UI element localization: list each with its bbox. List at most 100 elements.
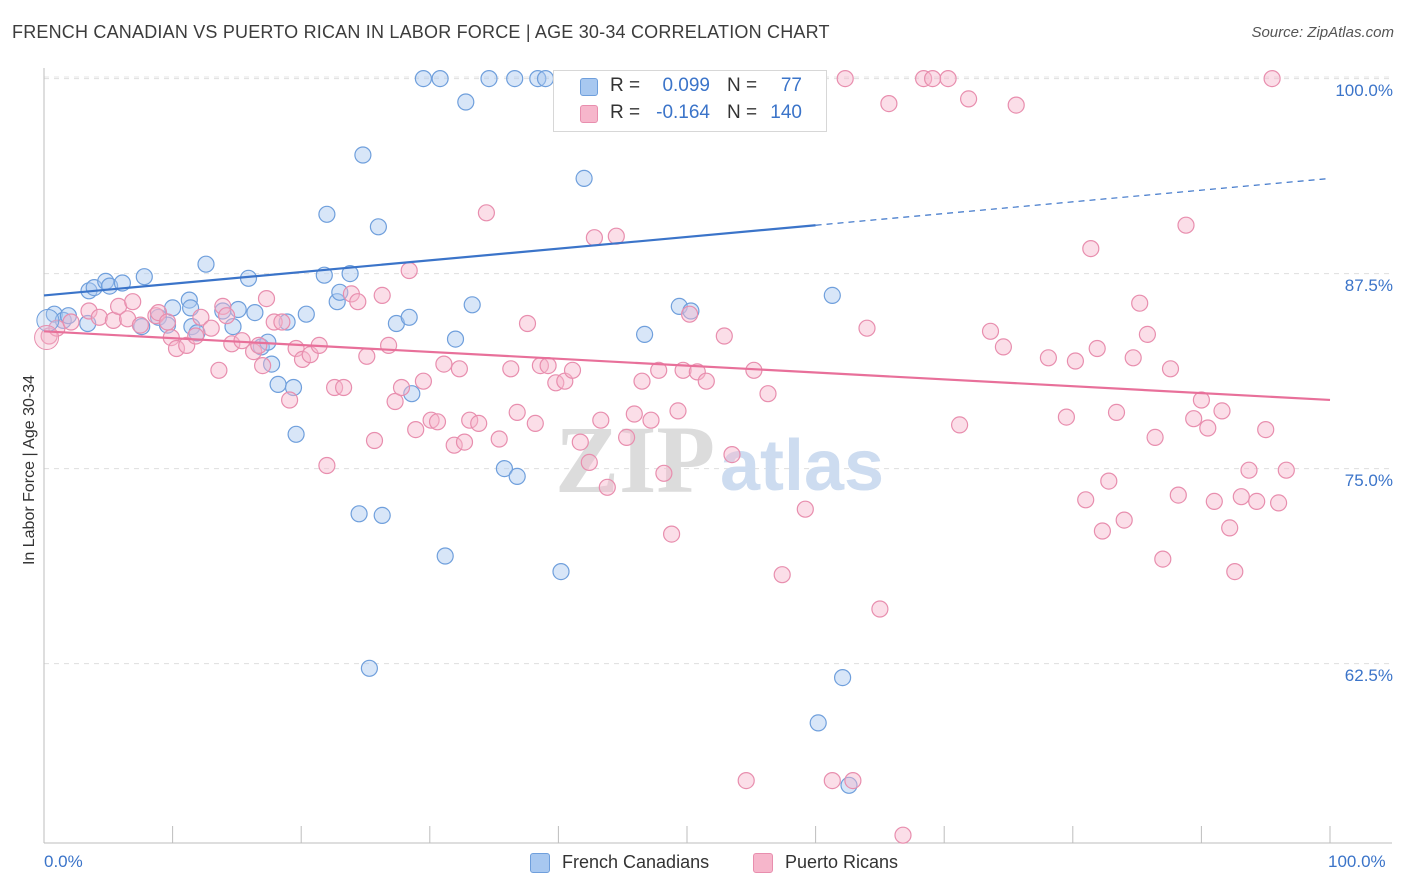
data-point xyxy=(400,308,418,326)
data-point xyxy=(715,327,733,345)
watermark-atlas: atlas xyxy=(720,426,884,506)
data-point xyxy=(1115,511,1133,529)
data-point xyxy=(335,378,353,397)
data-point xyxy=(914,69,933,88)
legend-item-french-canadians: French Canadians xyxy=(530,851,730,877)
data-points xyxy=(34,69,1295,844)
data-point xyxy=(1066,352,1085,370)
legend-label: French Canadians xyxy=(562,852,710,872)
data-point xyxy=(939,69,957,88)
data-point xyxy=(428,413,447,431)
data-point xyxy=(246,304,264,322)
data-point xyxy=(392,378,411,397)
y-tick-label: 62.5% xyxy=(1344,665,1393,685)
legend-swatch-puerto-ricans xyxy=(753,853,773,873)
data-point xyxy=(518,314,537,333)
data-point xyxy=(1185,410,1203,428)
data-point xyxy=(508,403,526,421)
data-point xyxy=(254,357,272,375)
data-point xyxy=(1232,488,1250,506)
data-point xyxy=(506,69,524,88)
watermark: ZIP atlas xyxy=(555,406,884,513)
data-point xyxy=(318,205,336,223)
data-point xyxy=(360,659,378,677)
data-point xyxy=(158,313,177,331)
data-point xyxy=(218,307,236,325)
data-point xyxy=(354,146,372,164)
stats-n-label: N = xyxy=(727,102,758,123)
data-point xyxy=(894,826,912,844)
data-point xyxy=(269,375,287,393)
data-point xyxy=(1177,216,1195,234)
data-point xyxy=(192,308,210,326)
data-point xyxy=(446,330,465,348)
data-point xyxy=(950,416,969,434)
data-point xyxy=(959,90,978,108)
data-point xyxy=(1107,403,1126,421)
data-point xyxy=(358,347,376,365)
data-point xyxy=(461,411,479,429)
data-point xyxy=(369,218,387,236)
data-point xyxy=(833,668,852,687)
legend-item-puerto-ricans: Puerto Ricans xyxy=(753,851,933,877)
data-point xyxy=(400,261,418,280)
data-point xyxy=(571,433,589,451)
data-point xyxy=(1124,349,1142,367)
stats-swatch-puerto-ricans xyxy=(580,105,598,123)
data-point xyxy=(563,361,582,379)
data-point xyxy=(662,525,681,543)
data-point xyxy=(858,319,876,337)
data-point xyxy=(463,296,481,314)
data-point xyxy=(326,378,344,397)
data-point xyxy=(1226,562,1244,581)
stats-n-value: 140 xyxy=(770,102,802,123)
data-point xyxy=(210,361,228,379)
data-point xyxy=(539,357,557,375)
data-point xyxy=(149,304,168,322)
data-point xyxy=(422,411,440,429)
trend-lines xyxy=(43,177,1331,402)
data-point xyxy=(723,446,741,464)
data-point xyxy=(655,464,673,482)
stats-row-puerto-ricans: R = -0.164 N = 140 xyxy=(554,102,826,128)
data-point xyxy=(536,69,555,88)
series-french-canadians xyxy=(45,69,858,794)
data-point xyxy=(124,293,142,311)
data-point xyxy=(994,338,1013,356)
data-point xyxy=(435,355,453,373)
data-point xyxy=(350,505,368,523)
data-point xyxy=(1263,69,1281,88)
data-point xyxy=(477,204,495,222)
data-point xyxy=(197,255,215,273)
data-point xyxy=(281,391,299,409)
data-point xyxy=(167,339,186,358)
data-point xyxy=(386,392,404,411)
data-point xyxy=(278,313,296,331)
stats-box: R = 0.099 N = 77 R = -0.164 N = 140 xyxy=(553,70,827,132)
data-point xyxy=(502,360,520,378)
data-point xyxy=(341,265,359,283)
data-point xyxy=(592,411,610,429)
data-point xyxy=(796,500,814,518)
data-point xyxy=(1007,96,1025,114)
data-point xyxy=(455,433,474,451)
data-point xyxy=(680,305,699,323)
stats-r-label: R = xyxy=(610,102,641,123)
data-point xyxy=(187,327,205,345)
gridlines xyxy=(44,76,1390,665)
data-point xyxy=(1146,428,1164,446)
y-tick-label: 100.0% xyxy=(1335,80,1393,100)
data-point xyxy=(585,229,604,247)
data-point xyxy=(508,467,526,485)
trend-line-french-canadians xyxy=(43,224,816,297)
data-point xyxy=(575,169,593,187)
data-point xyxy=(297,305,315,323)
data-point xyxy=(349,293,367,311)
data-point xyxy=(480,69,498,88)
data-point xyxy=(80,302,98,320)
data-point xyxy=(257,290,276,308)
data-point xyxy=(223,335,241,353)
data-point xyxy=(414,69,432,88)
data-point xyxy=(450,360,468,378)
